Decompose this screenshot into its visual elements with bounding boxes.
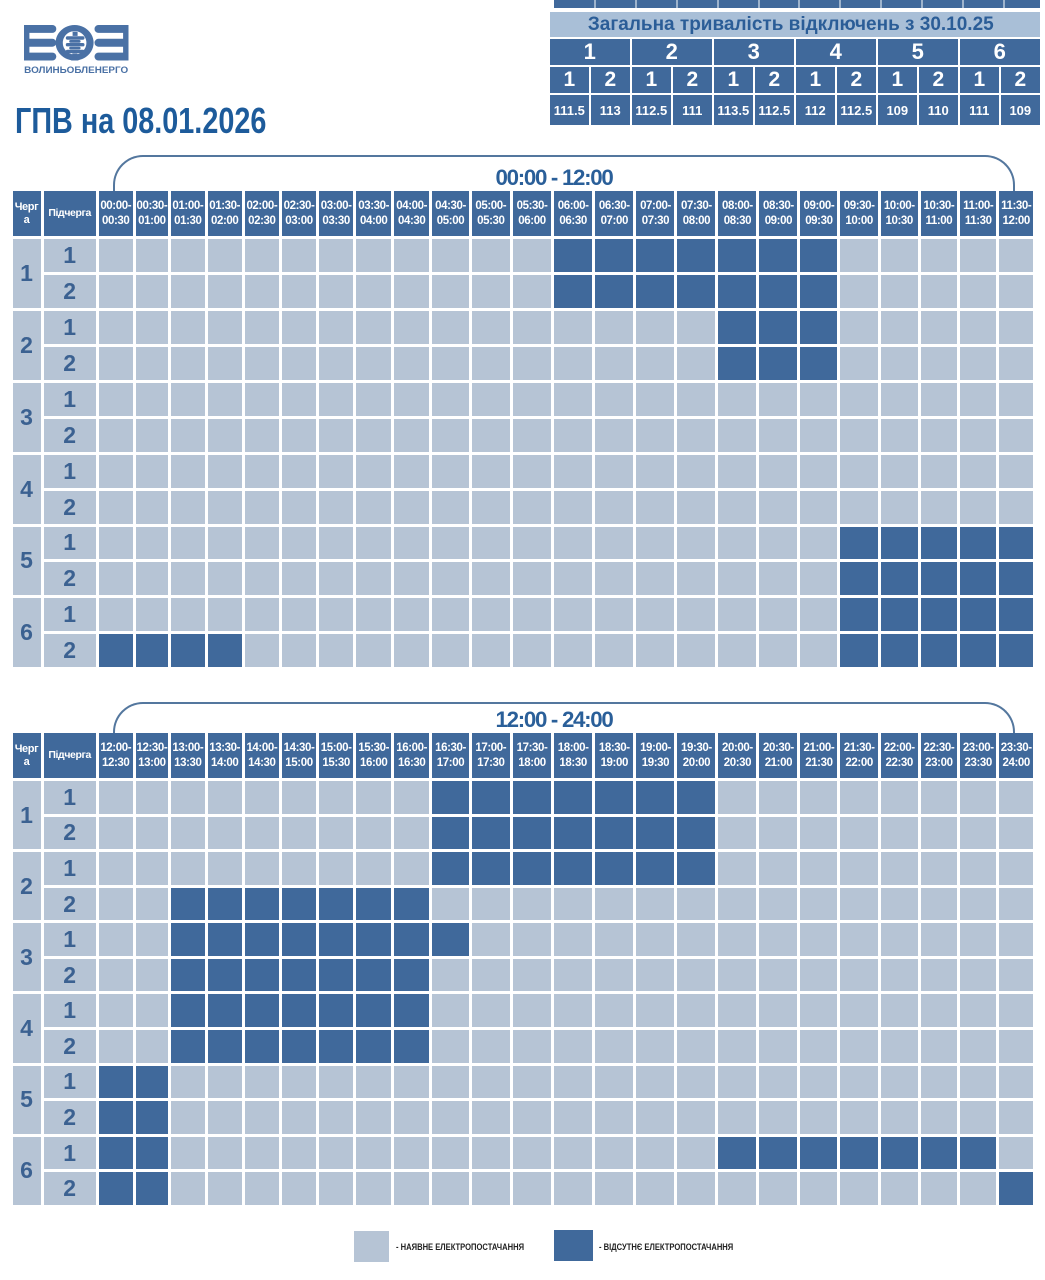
svg-text:ВОЛИНЬОБЛЕНЕРГО: ВОЛИНЬОБЛЕНЕРГО [24,65,129,76]
